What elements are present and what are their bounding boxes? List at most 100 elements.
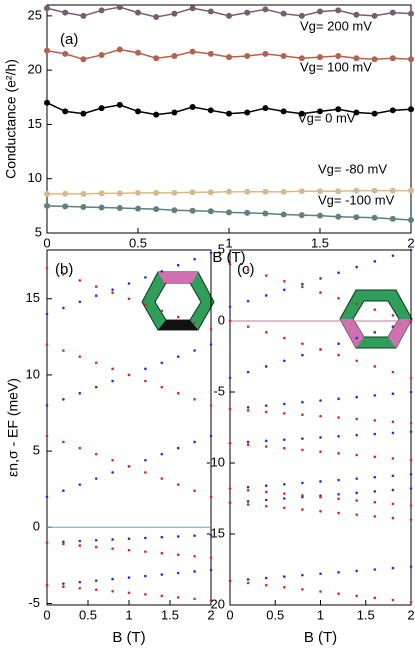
level-dot	[355, 453, 359, 457]
data-point	[280, 108, 287, 115]
data-point	[207, 8, 214, 15]
data-point	[171, 53, 178, 60]
data-point	[408, 106, 414, 113]
level-dot	[409, 430, 413, 434]
data-point	[408, 10, 414, 17]
data-point	[98, 51, 105, 58]
series-label: Vg= -100 mV	[318, 192, 395, 207]
level-dot	[319, 450, 322, 453]
data-point	[116, 4, 123, 11]
y-tick-label: -15	[206, 525, 225, 540]
level-dot	[144, 471, 147, 474]
data-point	[171, 109, 178, 116]
level-dot	[337, 497, 340, 501]
level-dot	[160, 361, 164, 365]
series-label: Vg= 200 mV	[300, 18, 372, 33]
level-dot	[193, 349, 196, 352]
level-dot	[283, 506, 286, 510]
level-dot	[209, 568, 213, 572]
level-dot	[373, 596, 377, 600]
level-dot	[228, 376, 232, 380]
data-point	[207, 50, 214, 57]
level-dot	[337, 452, 340, 455]
level-dot	[337, 511, 340, 515]
level-dot	[373, 455, 377, 459]
level-dot	[193, 398, 196, 401]
data-point	[189, 104, 196, 111]
level-dot	[111, 471, 114, 474]
level-dot	[176, 553, 180, 557]
level-dot	[264, 504, 268, 508]
data-point	[44, 190, 50, 197]
level-dot	[176, 446, 180, 450]
level-dot	[144, 574, 147, 578]
data-point	[62, 203, 69, 210]
level-dot	[355, 433, 359, 437]
level-dot	[246, 299, 250, 303]
level-dot	[391, 314, 395, 317]
level-dot	[409, 518, 413, 522]
level-dot	[319, 436, 322, 439]
data-point	[44, 202, 50, 209]
level-dot	[94, 452, 98, 456]
data-point	[244, 109, 251, 116]
level-dot	[193, 554, 196, 558]
data-point	[135, 189, 141, 196]
y-tick-label: 5	[33, 443, 40, 458]
level-dot	[355, 265, 359, 269]
level-dot	[78, 279, 82, 282]
data-point	[317, 212, 323, 219]
data-point	[207, 107, 214, 114]
level-dot	[355, 417, 359, 421]
x-tick-label: 0	[43, 235, 50, 250]
level-dot	[283, 336, 286, 340]
level-dot	[111, 577, 114, 581]
level-dot	[337, 342, 340, 346]
level-dot	[228, 407, 232, 411]
level-dot	[94, 285, 98, 288]
level-dot	[176, 263, 180, 267]
level-dot	[45, 266, 49, 270]
data-point	[353, 187, 360, 194]
level-dot	[283, 412, 286, 415]
y-axis-label: εn,σ - EF (meV)	[5, 378, 21, 477]
level-dot	[127, 576, 131, 579]
data-point	[371, 12, 378, 19]
level-dot	[94, 538, 98, 542]
x-tick-label: 0	[43, 607, 50, 622]
data-point	[135, 205, 141, 212]
data-point	[98, 204, 105, 211]
data-point	[262, 188, 269, 195]
data-point	[153, 111, 160, 118]
data-point	[62, 9, 69, 16]
data-point	[98, 190, 105, 197]
level-dot	[355, 302, 359, 306]
level-dot	[301, 282, 304, 286]
x-tick-label: 0	[226, 607, 233, 622]
level-dot	[264, 484, 268, 488]
level-dot	[160, 594, 164, 598]
data-point	[298, 55, 305, 62]
level-dot	[319, 291, 322, 294]
y-tick-label: 15	[26, 290, 40, 305]
level-dot	[228, 501, 232, 505]
level-dot	[337, 353, 340, 357]
level-dot	[409, 319, 413, 323]
level-dot	[94, 545, 98, 549]
x-axis-label: B (T)	[112, 629, 145, 646]
level-dot	[193, 257, 196, 261]
data-point	[207, 189, 214, 196]
level-dot	[246, 488, 250, 492]
data-point	[80, 203, 87, 210]
level-dot	[246, 485, 250, 489]
data-point	[62, 50, 69, 57]
data-point	[353, 214, 360, 221]
level-dot	[409, 504, 413, 507]
data-point	[80, 56, 87, 63]
x-tick-label: 2	[407, 607, 414, 622]
data-point	[98, 105, 105, 112]
level-dot	[319, 495, 322, 499]
level-dot	[409, 458, 413, 462]
level-dot	[78, 580, 82, 584]
